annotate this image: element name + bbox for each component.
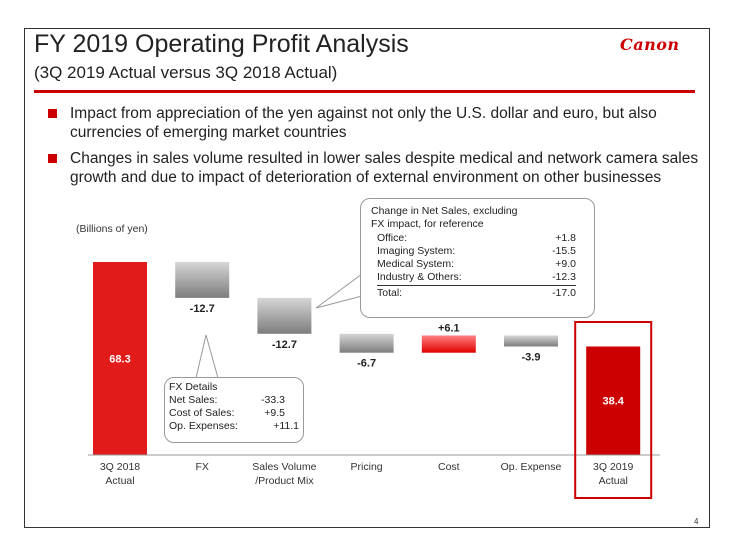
net-sales-total-row: Total: -17.0 xyxy=(377,287,576,300)
net-sales-row-value: -15.5 xyxy=(552,245,576,257)
title-divider xyxy=(34,90,695,93)
bar-total xyxy=(586,346,641,455)
unit-label: (Billions of yen) xyxy=(76,223,148,235)
fx-row: Op. Expenses: +11.1 xyxy=(169,420,299,433)
fx-row-value: +11.1 xyxy=(273,420,299,432)
fx-row-label: Op. Expenses: xyxy=(169,420,238,432)
category-tick-label: 3Q 2019 xyxy=(593,461,633,473)
highlight-box xyxy=(574,321,653,499)
bar-value-label: -3.9 xyxy=(522,351,541,363)
bullet-text: Changes in sales volume resulted in lowe… xyxy=(70,150,699,186)
fx-row-label: Net Sales: xyxy=(169,394,218,406)
fx-row: Cost of Sales: +9.5 xyxy=(169,407,299,420)
bullet-text: Impact from appreciation of the yen agai… xyxy=(70,105,657,141)
fx-row-label: Cost of Sales: xyxy=(169,407,235,419)
fx-row: Net Sales: -33.3 xyxy=(169,394,299,407)
net-sales-callout-pointer xyxy=(315,273,363,309)
bar-value-label: -6.7 xyxy=(357,358,376,370)
bullet-square-icon xyxy=(48,109,57,118)
net-sales-row-value: +9.0 xyxy=(555,258,576,270)
slide-frame xyxy=(24,28,710,528)
net-sales-row: Office: +1.8 xyxy=(377,232,576,245)
fx-row-value: -33.3 xyxy=(261,394,285,406)
net-sales-row-value: +1.8 xyxy=(555,232,576,244)
page-number: 4 xyxy=(694,517,699,526)
bar-value-label: -12.7 xyxy=(272,339,297,351)
net-sales-row: Industry & Others: -12.3 xyxy=(377,271,576,284)
page-title: FY 2019 Operating Profit Analysis xyxy=(34,30,409,58)
bar-decrease xyxy=(257,297,312,334)
fx-row-value: +9.5 xyxy=(264,407,285,419)
category-tick-label: /Product Mix xyxy=(255,475,314,487)
category-tick-label: Sales Volume xyxy=(252,461,316,473)
category-tick-label: Actual xyxy=(105,475,134,487)
net-sales-row-label: Office: xyxy=(377,232,408,244)
category-tick-label: Cost xyxy=(438,461,460,473)
bar-value-label: +6.1 xyxy=(438,322,460,334)
page-subtitle: (3Q 2019 Actual versus 3Q 2018 Actual) xyxy=(34,63,338,82)
bar-increase xyxy=(421,335,476,353)
net-sales-row: Imaging System: -15.5 xyxy=(377,245,576,258)
net-sales-total-value: -17.0 xyxy=(552,287,576,299)
category-tick-label: Pricing xyxy=(351,461,383,473)
category-tick-label: Actual xyxy=(599,475,628,487)
bullet-square-icon xyxy=(48,154,57,163)
net-sales-change-title: Change in Net Sales, excluding FX impact… xyxy=(371,205,518,230)
bar-decrease xyxy=(504,335,558,347)
net-sales-total-label: Total: xyxy=(377,287,403,299)
net-sales-row-label: Imaging System: xyxy=(377,245,456,257)
net-sales-row-value: -12.3 xyxy=(552,271,576,283)
fx-details-callout: FX Details Net Sales: -33.3 Cost of Sale… xyxy=(164,377,304,443)
total-divider xyxy=(377,285,576,286)
category-tick-label: FX xyxy=(195,461,208,473)
category-tick-label: Op. Expense xyxy=(501,461,562,473)
bar-decrease xyxy=(175,262,230,298)
net-sales-row: Medical System: +9.0 xyxy=(377,258,576,271)
category-tick-label: 3Q 2018 xyxy=(100,461,140,473)
bar-value-label: 68.3 xyxy=(109,354,130,366)
net-sales-row-label: Medical System: xyxy=(377,258,455,270)
bar-value-label: -12.7 xyxy=(190,303,215,315)
bar-decrease xyxy=(339,333,394,353)
net-sales-rows: Office: +1.8 Imaging System: -15.5 Medic… xyxy=(371,232,584,300)
net-sales-change-callout: Change in Net Sales, excluding FX impact… xyxy=(360,198,595,318)
fx-details-title: FX Details xyxy=(169,381,218,393)
fx-callout-pointer xyxy=(195,334,219,379)
bar-total xyxy=(93,262,147,455)
bar-value-label: 38.4 xyxy=(602,396,624,408)
canon-logo: Canon xyxy=(620,35,680,54)
net-sales-row-label: Industry & Others: xyxy=(377,271,462,283)
